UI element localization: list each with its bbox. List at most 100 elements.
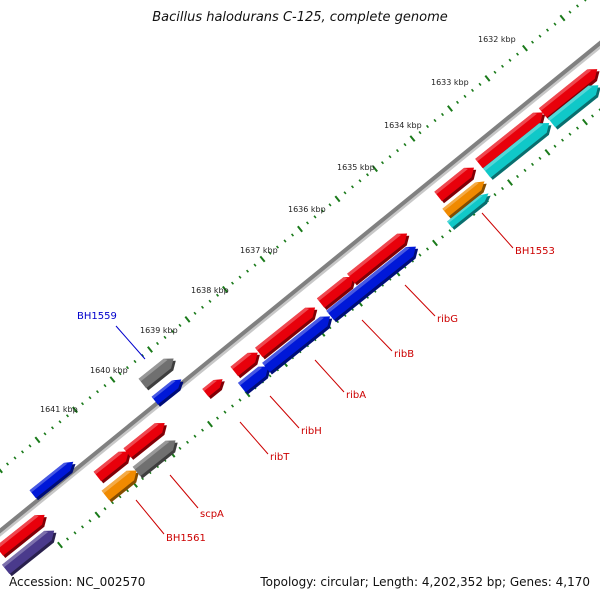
gene-features	[0, 69, 600, 577]
ruler-tick	[147, 346, 153, 353]
gene-label-ribT: ribT	[270, 452, 290, 463]
ruler-label-7: 1639 kbp	[140, 326, 178, 335]
inner-ruler-tick	[238, 398, 242, 402]
inner-ruler-tick	[418, 253, 422, 257]
feature-red-left	[0, 514, 47, 558]
gene-label-scpA: scpA	[200, 509, 224, 520]
inner-ruler-tick	[118, 495, 122, 499]
ruler-tick	[0, 468, 3, 474]
feature-red-top	[538, 69, 600, 120]
leader-line-ribH	[269, 395, 300, 429]
inner-ruler-tick	[73, 531, 77, 535]
ruler-label-3: 1635 kbp	[337, 163, 375, 172]
gene-label-BH1553: BH1553	[515, 246, 555, 257]
inner-ruler-tick	[448, 229, 452, 233]
accession-text: Accession: NC_002570	[9, 575, 146, 589]
backbone-line	[0, 40, 600, 534]
ruler-tick	[403, 142, 407, 147]
inner-ruler-tick	[230, 404, 235, 408]
ruler-tick	[334, 195, 341, 203]
ruler-tick	[109, 376, 116, 383]
inner-ruler-tick	[207, 420, 213, 428]
feature-blue-ribB	[326, 246, 419, 323]
map-title: Bacillus halodurans C-125, complete geno…	[152, 10, 448, 25]
ruler-tick	[58, 420, 62, 424]
ruler-tick	[5, 462, 10, 466]
ruler-tick	[95, 390, 100, 394]
feature-ribT	[202, 379, 225, 399]
label-leader-lines	[115, 212, 514, 535]
ruler-tick	[118, 371, 122, 376]
inner-ruler-tick	[110, 501, 115, 505]
feature-orange-scpA	[101, 470, 139, 503]
gene-label-ribB: ribB	[394, 349, 414, 360]
inner-ruler-tick	[538, 156, 542, 160]
ruler-tick	[433, 118, 437, 123]
feature-blue-ribH	[238, 366, 271, 395]
ruler-label-0: 1632 kbp	[478, 35, 516, 44]
feature-red-b	[123, 423, 167, 460]
leader-line-scpA	[169, 474, 199, 509]
inner-ruler-tick	[507, 179, 513, 186]
ruler-tick	[583, 0, 587, 2]
ruler-tick	[440, 112, 445, 117]
ruler-tick	[350, 185, 355, 189]
ruler-tick	[484, 74, 491, 82]
feature-blue-ribA	[262, 316, 333, 375]
ruler-tick	[553, 22, 557, 26]
inner-ruler-tick	[440, 235, 445, 239]
inner-ruler-tick	[57, 541, 63, 549]
feature-cyan-bh1553	[447, 193, 491, 230]
ruler-labels: 1632 kbp 1633 kbp 1634 kbp 1635 kbp 1636 kbp…	[40, 35, 516, 414]
inner-ruler-tick	[500, 186, 505, 191]
ruler-tick	[493, 70, 497, 74]
ruler-tick	[395, 148, 400, 153]
inner-ruler-tick	[223, 410, 227, 414]
ruler-tick	[559, 14, 566, 22]
ruler-tick	[13, 456, 17, 460]
inner-ruler-tick	[568, 132, 572, 136]
feature-cyan-top	[547, 85, 600, 130]
ruler-tick	[500, 64, 505, 68]
ruler-label-1: 1633 kbp	[431, 78, 469, 87]
inner-ruler-tick	[103, 507, 107, 511]
inner-ruler-tick	[590, 114, 595, 118]
ruler-tick	[409, 135, 416, 142]
ruler-tick	[193, 311, 197, 315]
feature-bh1553-red	[434, 167, 477, 204]
ruler-tick	[245, 269, 250, 273]
ruler-tick	[178, 323, 182, 328]
feature-ribH	[230, 352, 260, 379]
inner-ruler-tick	[544, 148, 551, 156]
leader-line-ribA	[314, 359, 345, 393]
feature-bh1559	[138, 358, 176, 391]
ruler-tick	[447, 105, 453, 112]
inner-ruler-tick	[200, 428, 205, 432]
ruler-tick	[238, 275, 242, 279]
ruler-tick	[575, 4, 580, 8]
ruler-tick	[88, 396, 92, 400]
leader-line-BH1553	[481, 212, 514, 249]
inner-ruler-tick	[582, 118, 588, 126]
ruler-tick	[545, 28, 550, 32]
ruler-tick	[568, 10, 572, 14]
leader-line-ribT	[239, 421, 269, 455]
ruler-tick	[275, 245, 280, 249]
ruler-tick	[80, 402, 85, 406]
inner-ruler-tick	[523, 168, 527, 173]
ruler-tick	[388, 155, 392, 159]
ruler-tick	[305, 221, 310, 225]
inner-ruler-tick	[193, 434, 197, 438]
ruler-tick	[470, 88, 475, 93]
inner-ruler-tick	[530, 162, 535, 167]
inner-ruler-tick	[94, 511, 101, 519]
genome-summary-text: Topology: circular; Length: 4,202,352 bp…	[260, 575, 590, 589]
ruler-tick	[253, 263, 257, 267]
ruler-tick	[343, 191, 347, 195]
ruler-tick	[455, 100, 460, 105]
gene-label-BH1561: BH1561	[166, 533, 206, 544]
ruler-tick	[522, 44, 528, 52]
ruler-tick	[163, 335, 167, 340]
ruler-tick	[259, 255, 266, 263]
ruler-ticks	[0, 0, 600, 549]
